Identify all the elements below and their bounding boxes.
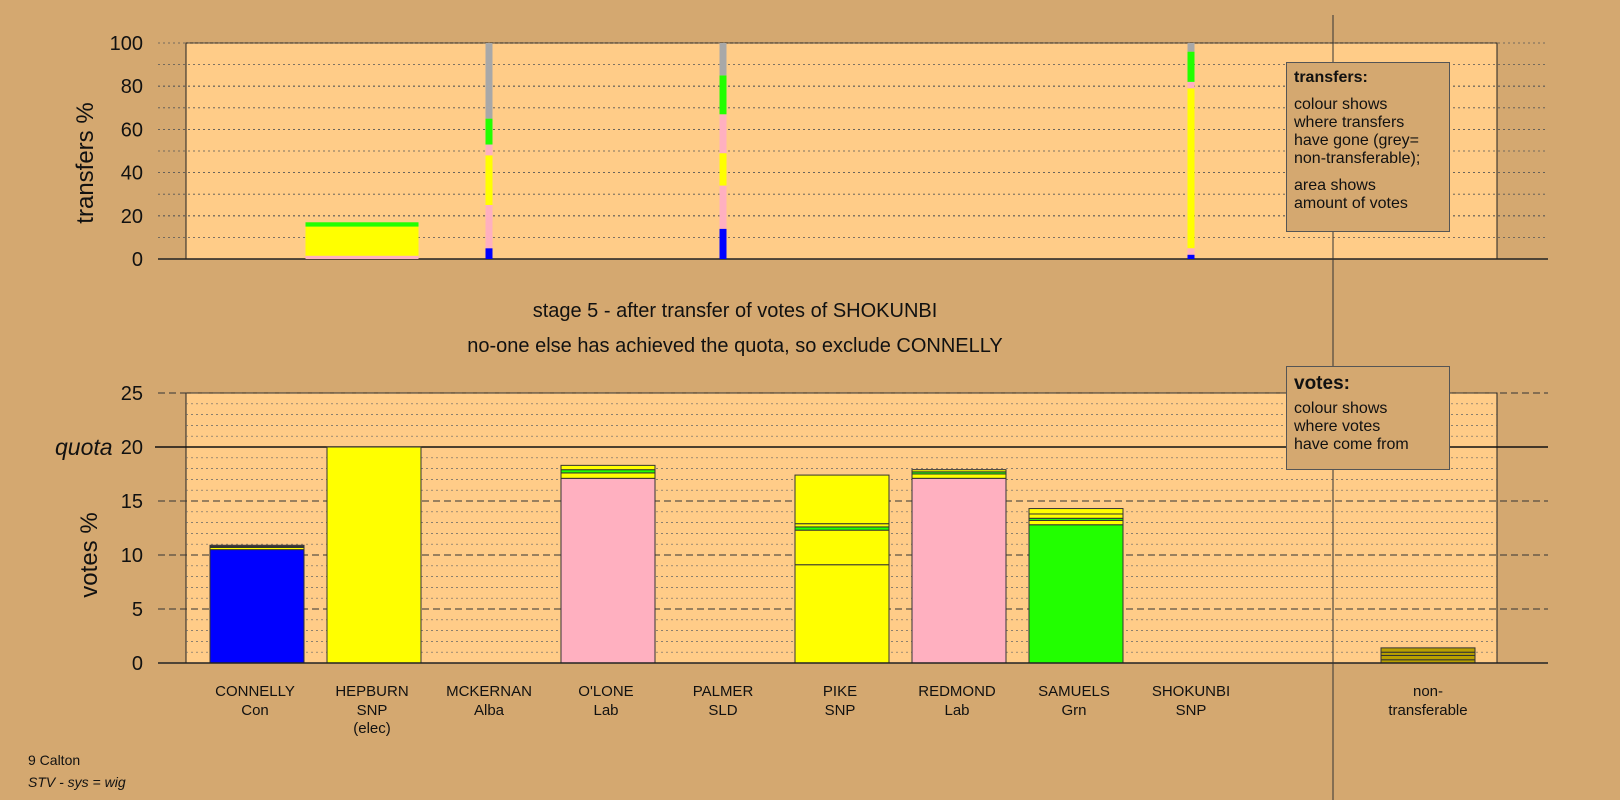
votes-tick-label: 20 [121, 437, 143, 459]
transfers-legend-line: have gone (grey= [1294, 132, 1419, 149]
candidate-note-label: (elec) [353, 720, 391, 737]
transfer-segment [305, 222, 419, 227]
transfer-segment [1187, 51, 1195, 82]
transfer-segment [485, 144, 493, 156]
transfer-segment [719, 228, 727, 259]
transfers-legend-line: area shows [1294, 177, 1376, 194]
vote-segment [1028, 519, 1124, 526]
constituency-label: 9 Calton [28, 752, 81, 768]
votes-tick-label: 0 [132, 653, 143, 675]
votes-legend-line: colour shows [1294, 400, 1388, 417]
vote-segment [1028, 524, 1124, 664]
candidate-name-label: PALMER [693, 683, 754, 700]
votes-tick-label: 10 [121, 545, 143, 567]
candidate-name-label: CONNELLY [215, 683, 295, 700]
quota-label: quota [55, 434, 113, 460]
transfer-segment [485, 118, 493, 145]
votes-tick-label: 5 [132, 599, 143, 621]
candidate-name-label: SHOKUNBI [1152, 683, 1230, 700]
transfers-legend-title: transfers: [1294, 69, 1368, 86]
transfers-tick-label: 100 [110, 33, 143, 55]
transfer-segment [719, 114, 727, 154]
candidate-name-label: O'LONE [578, 683, 633, 700]
system-label: STV - sys = wig [28, 774, 126, 790]
transfer-segment [719, 43, 727, 76]
candidate-name-label: PIKE [823, 683, 857, 700]
candidate-name-label: MCKERNAN [446, 683, 532, 700]
votes-legend-title: votes: [1294, 373, 1350, 394]
transfer-segment [1187, 254, 1195, 259]
nontransferable-segment [1380, 654, 1476, 661]
stage-heading: stage 5 - after transfer of votes of SHO… [532, 300, 938, 322]
vote-segment [794, 474, 890, 525]
candidate-party-label: Lab [593, 702, 618, 719]
nontransferable-segment [1380, 647, 1476, 653]
transfer-segment [485, 248, 493, 259]
transfers-tick-label: 80 [121, 76, 143, 98]
transfer-segment [1187, 248, 1195, 255]
votes-tick-label: 25 [121, 383, 143, 405]
transfer-segment [719, 185, 727, 229]
candidate-name-label: HEPBURN [335, 683, 408, 700]
votes-y-axis-label: votes % [76, 512, 103, 597]
transfers-tick-label: 60 [121, 119, 143, 141]
candidate-name-label: REDMOND [918, 683, 996, 700]
votes-legend-line: where votes [1294, 418, 1381, 435]
transfers-legend-line: colour shows [1294, 96, 1388, 113]
vote-segment [911, 469, 1007, 473]
transfers-tick-label: 0 [132, 249, 143, 271]
vote-segment [911, 477, 1007, 664]
transfer-segment [485, 43, 493, 119]
transfer-segment [1187, 81, 1195, 89]
vote-segment [560, 477, 656, 664]
vote-segment [1028, 513, 1124, 519]
vote-segment [794, 564, 890, 664]
transfer-segment [719, 153, 727, 186]
candidate-name-label: SAMUELS [1038, 683, 1110, 700]
votes-tick-label: 15 [121, 491, 143, 513]
candidate-party-label: Alba [474, 702, 505, 719]
nontransferable-label: non- [1413, 683, 1443, 700]
votes-legend: votes: colour shows where votes have com… [1286, 366, 1450, 470]
nontransferable-label: transferable [1388, 702, 1467, 719]
transfers-y-axis-label: transfers % [72, 102, 99, 223]
transfers-legend-line: where transfers [1294, 114, 1405, 131]
candidate-party-label: Con [241, 702, 269, 719]
transfers-legend-line: non-transferable); [1294, 150, 1421, 167]
vote-segment [560, 472, 656, 479]
transfer-segment [485, 205, 493, 249]
vote-segment [1028, 508, 1124, 515]
transfers-legend: transfers: colour shows where transfers … [1286, 62, 1450, 232]
vote-segment [209, 549, 305, 664]
transfers-legend-line: amount of votes [1294, 195, 1408, 212]
transfers-tick-label: 20 [121, 206, 143, 228]
candidate-party-label: SLD [708, 702, 737, 719]
transfer-segment [305, 226, 419, 256]
transfer-segment [305, 255, 419, 259]
vote-segment [560, 464, 656, 471]
exclusion-heading: no-one else has achieved the quota, so e… [467, 335, 1003, 357]
candidate-party-label: Lab [944, 702, 969, 719]
candidate-party-label: SNP [825, 702, 856, 719]
vote-segment [326, 446, 422, 664]
candidate-party-label: Grn [1061, 702, 1086, 719]
vote-segment [209, 544, 305, 547]
candidate-party-label: SNP [357, 702, 388, 719]
vote-segment [911, 473, 1007, 479]
transfer-segment [719, 75, 727, 115]
vote-segment [794, 529, 890, 566]
transfers-tick-label: 40 [121, 163, 143, 185]
candidate-party-label: SNP [1176, 702, 1207, 719]
transfer-segment [1187, 43, 1195, 52]
votes-legend-line: have come from [1294, 436, 1409, 453]
transfer-segment [485, 155, 493, 205]
transfer-segment [1187, 88, 1195, 249]
